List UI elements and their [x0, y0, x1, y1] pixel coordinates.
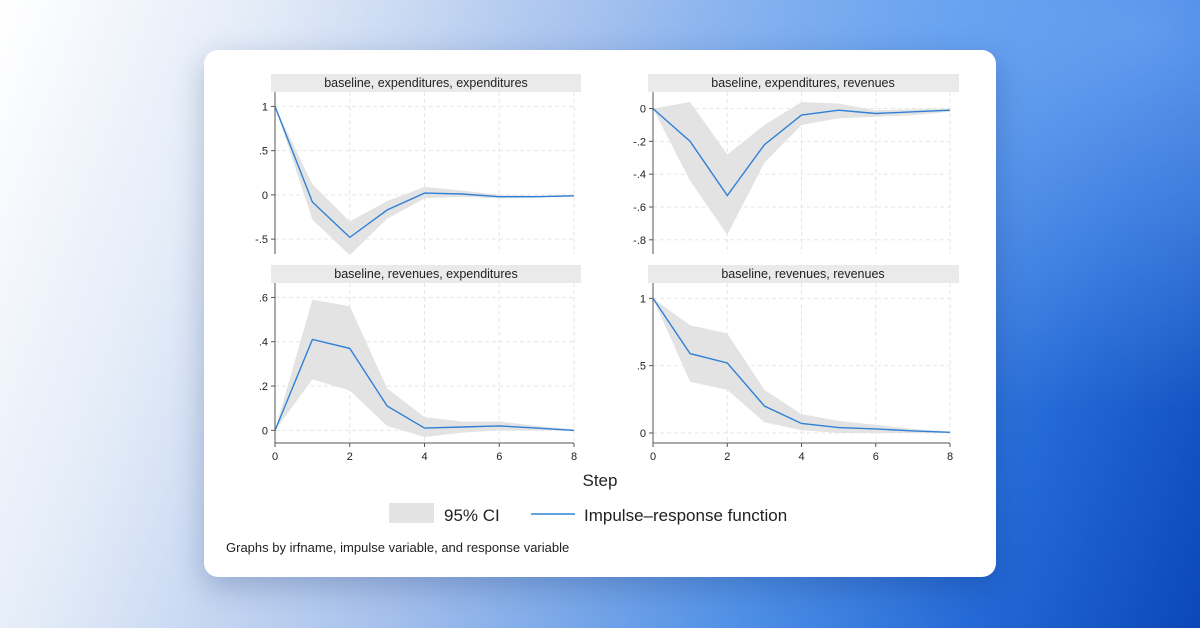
panel-revenues-expenditures: baseline, revenues, expenditures .6 .4 .2 0…: [259, 265, 581, 463]
chart-card: baseline, expenditures, expenditures 1 .5…: [204, 50, 996, 577]
y-tick-label: 0: [262, 190, 268, 202]
panel-title-strip: [648, 265, 959, 283]
panel-title: baseline, expenditures, revenues: [711, 76, 894, 90]
y-tick-label: 0: [640, 428, 646, 440]
panel-expenditures-expenditures: baseline, expenditures, expenditures 1 .5…: [255, 74, 581, 256]
ci-band: [275, 299, 574, 437]
legend-ci-swatch: [389, 503, 434, 523]
irf-line: [274, 338, 575, 432]
x-tick-label: 8: [571, 451, 577, 463]
legend-ci-label: 95% CI: [444, 506, 500, 525]
y-tick-label: .5: [637, 361, 646, 373]
y-tick-label: -.8: [633, 235, 646, 247]
x-tick-label: 2: [347, 451, 353, 463]
legend-irf-label: Impulse–response function: [584, 506, 787, 525]
panel-expenditures-revenues: baseline, expenditures, revenues 0 -.2 -.4…: [633, 74, 959, 254]
panel-title: baseline, revenues, expenditures: [334, 267, 517, 281]
x-tick-label: 4: [798, 451, 804, 463]
y-tick-label: .2: [259, 381, 268, 393]
x-tick-label: 2: [724, 451, 730, 463]
y-tick-label: 0: [640, 104, 646, 116]
panel-revenues-revenues: baseline, revenues, revenues 1 .5 00 2 4 6 8: [637, 265, 959, 463]
panel-title-strip: [271, 74, 581, 92]
y-tick-label: 1: [640, 293, 646, 305]
x-tick-label: 6: [496, 451, 502, 463]
y-tick-label: -.5: [255, 234, 268, 246]
x-axis-label: Step: [583, 471, 618, 490]
irf-line: [652, 298, 951, 433]
x-tick-label: 6: [873, 451, 879, 463]
panel-title: baseline, expenditures, expenditures: [324, 76, 528, 90]
y-tick-label: 0: [262, 425, 268, 437]
y-tick-label: -.4: [633, 169, 646, 181]
x-tick-label: 8: [947, 451, 953, 463]
irf-line: [274, 106, 575, 239]
ci-band: [653, 298, 950, 433]
y-tick-label: .4: [259, 337, 268, 349]
x-tick-label: 4: [421, 451, 427, 463]
y-tick-label: 1: [262, 101, 268, 113]
ci-band: [653, 102, 950, 235]
y-tick-label: .5: [259, 146, 268, 158]
y-tick-label: .6: [259, 292, 268, 304]
y-tick-label: -.6: [633, 202, 646, 214]
panel-title-strip: [648, 74, 959, 92]
irf-figure: baseline, expenditures, expenditures 1 .5…: [226, 74, 959, 555]
panel-title-strip: [271, 265, 581, 283]
x-tick-label: 0: [650, 451, 656, 463]
panel-title: baseline, revenues, revenues: [721, 267, 884, 281]
x-tick-label: 0: [272, 451, 278, 463]
y-tick-label: -.2: [633, 136, 646, 148]
irf-line: [652, 108, 951, 197]
legend: 95% CI Impulse–response function: [389, 503, 787, 525]
graph-note: Graphs by irfname, impulse variable, and…: [226, 540, 569, 555]
